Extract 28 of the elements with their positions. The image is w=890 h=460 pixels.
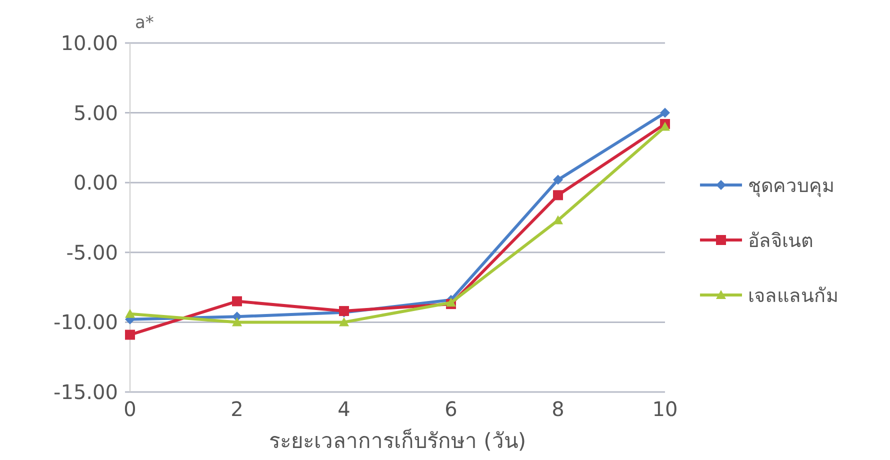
y-tick-label: -15.00	[54, 380, 118, 404]
y-axis-title: a*	[135, 13, 154, 33]
point	[553, 215, 563, 224]
point	[660, 122, 670, 131]
x-tick-label: 2	[230, 397, 244, 421]
legend-label: เจลแลนกัม	[748, 285, 839, 307]
x-tick-label: 4	[338, 397, 350, 421]
point	[553, 174, 563, 185]
point	[125, 330, 135, 340]
point	[446, 298, 456, 307]
y-tick-label: -10.00	[54, 310, 118, 334]
y-tick-label: 10.00	[60, 31, 118, 55]
y-tick-label: 5.00	[73, 100, 118, 125]
legend-label: อัลจิเนต	[748, 230, 813, 252]
y-tick-label: -5.00	[66, 240, 118, 264]
point	[339, 317, 349, 326]
x-axis-title: ระยะเวลาการเก็บรักษา (วัน)	[268, 427, 526, 453]
y-tick-label: 0.00	[73, 170, 118, 195]
x-tick-label: 6	[444, 397, 458, 421]
point	[125, 308, 135, 318]
x-tick-label: 8	[552, 397, 564, 421]
point	[553, 190, 563, 200]
point	[232, 296, 242, 306]
legend-label: ชุดควบคุม	[748, 175, 835, 198]
point	[660, 108, 670, 118]
x-tick-label: 0	[124, 397, 136, 421]
point	[232, 317, 242, 326]
x-tick-label: 10	[652, 397, 678, 421]
